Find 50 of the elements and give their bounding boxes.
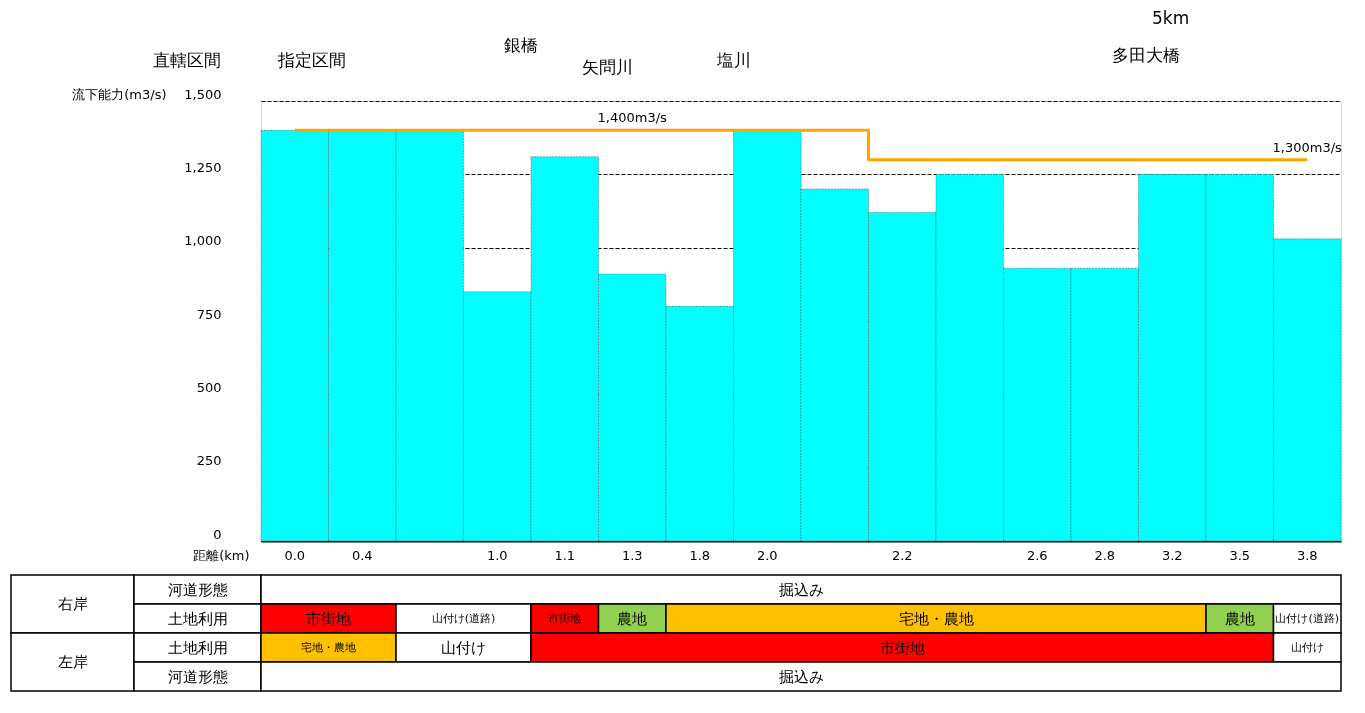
- text: 宅地・農地: [898, 609, 974, 628]
- text: 山付け(道路): [1275, 611, 1340, 625]
- x-tick-label: 1.0: [486, 547, 508, 563]
- text: 銀橋: [504, 35, 538, 55]
- x-tick-label: 3.8: [1296, 547, 1318, 563]
- text: 山付け: [441, 638, 486, 657]
- text: 山付け: [1290, 640, 1324, 654]
- text: 土地利用: [167, 609, 228, 628]
- x-tick-label: 1.1: [554, 547, 576, 563]
- x-tick-label: 2.8: [1094, 547, 1116, 563]
- x-tick-label: 2.2: [891, 547, 913, 563]
- x-axis-title: 距離(km): [193, 547, 250, 563]
- text: 河道形態: [167, 580, 228, 599]
- text: 掘込み: [778, 667, 824, 686]
- text: 右岸: [57, 595, 88, 613]
- text: 左岸: [57, 653, 88, 671]
- text: 指定区間: [276, 50, 346, 70]
- text: 市街地: [879, 638, 925, 657]
- annotation: 1,400m3/s: [597, 110, 668, 126]
- text: 矢問川: [581, 57, 633, 77]
- x-tick-label: 1.8: [689, 547, 711, 563]
- text: 直轄区間: [153, 50, 221, 70]
- text: 宅地・農地: [301, 640, 356, 654]
- x-tick-label: 2.0: [756, 547, 778, 563]
- x-tick-label: 0.0: [284, 547, 306, 563]
- text: 市街地: [306, 609, 351, 628]
- text: 市街地: [548, 611, 582, 625]
- y-tick-label: 1,000: [184, 233, 222, 249]
- y-tick-label: 500: [196, 379, 222, 395]
- y-tick-label: 0: [213, 526, 222, 542]
- text: 掘込み: [778, 580, 824, 599]
- x-tick-label: 3.2: [1161, 547, 1183, 563]
- text: 農地: [1224, 609, 1255, 628]
- x-tick-label: 2.6: [1026, 547, 1048, 563]
- y-tick-label: 1,250: [184, 159, 222, 175]
- text: 塩川: [715, 50, 751, 70]
- text: 5km: [1152, 8, 1190, 28]
- x-tick-label: 0.4: [351, 547, 373, 563]
- text: 河道形態: [167, 667, 228, 686]
- text: 山付け(道路): [431, 611, 496, 625]
- y-tick-label: 750: [196, 306, 222, 322]
- y-tick-label: 1,500: [184, 86, 222, 102]
- y-axis-title: 流下能力(m3/s): [72, 86, 167, 102]
- annotation: 1,300m3/s: [1272, 139, 1343, 155]
- y-tick-label: 250: [196, 453, 222, 469]
- text: 農地: [617, 609, 648, 628]
- text: 土地利用: [167, 638, 228, 657]
- text: 多田大橋: [1111, 45, 1180, 65]
- x-tick-label: 1.3: [621, 547, 643, 563]
- x-tick-label: 3.5: [1229, 547, 1251, 563]
